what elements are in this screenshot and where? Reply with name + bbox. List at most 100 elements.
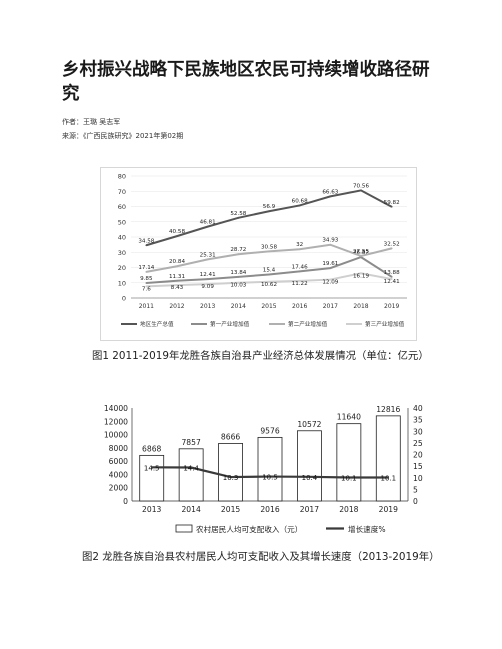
data-label: 60.68 [292,198,308,204]
data-label: 34.58 [138,238,154,244]
y2-tick-label: 0 [413,497,418,506]
data-label: 17.14 [138,265,154,271]
data-label: 11.31 [169,274,185,280]
x-tick-label: 2019 [379,505,398,514]
figure2-chart: 0 2000 4000 6000 8000 10000 12000 14000 0 5 10 15 20… [100,398,440,546]
data-label: 27.55 [353,249,369,255]
bar [336,423,362,502]
data-point [176,284,178,287]
data-point [176,279,178,282]
y2-tick-label: 35 [413,416,423,425]
data-point [390,278,393,280]
legend-label: 第三产业增加值 [365,320,405,328]
data-label: 10.62 [261,282,277,288]
y2-tick-label: 20 [413,451,423,460]
data-label: 17.46 [292,264,308,270]
y-tick-label: 70 [118,188,126,196]
data-point [145,244,148,247]
x-tick-label: 2018 [339,505,358,514]
bar-value-label: 8666 [221,432,240,441]
data-label: 32 [296,242,303,248]
y-tick-label: 12000 [104,417,128,426]
y-tick-label: 0 [122,295,126,303]
bar-value-label: 12816 [376,405,400,414]
data-point [145,270,148,273]
x-tick-label: 2017 [300,505,319,514]
y-tick-label: 4000 [109,470,128,479]
bar [218,443,243,502]
x-tick-label: 2013 [142,505,161,514]
y2-tick-label: 40 [413,404,423,413]
x-tick-label: 2016 [292,303,307,310]
y2-tick-label: 25 [413,439,423,448]
growth-rate-label: 10.5 [262,474,278,482]
figure2-svg: 0 2000 4000 6000 8000 10000 12000 14000 0 5 10 15 20… [104,404,423,534]
x-tick-label: 2018 [353,303,368,310]
data-label: 19.61 [322,261,338,267]
data-point [176,235,178,238]
x-tick-label: 2015 [221,505,240,514]
data-label: 15.4 [263,268,276,274]
x-tick-label: 2012 [169,303,184,310]
y2-tick-label: 10 [413,474,423,483]
y-tick-label: 14000 [104,404,128,413]
data-label: 11.22 [292,281,308,287]
y-tick-label: 6000 [109,457,128,466]
data-point [360,272,362,275]
y-tick-label: 0 [123,497,128,506]
legend-label: 第二产业增加值 [288,320,328,328]
data-point [237,275,240,278]
data-point [298,279,301,282]
x-tick-label: 2016 [260,505,279,514]
data-point [390,275,393,278]
bar [257,436,283,502]
y-tick-label: 50 [118,218,126,226]
growth-rate-label: 10.1 [341,475,357,483]
y-tick-label: 80 [118,173,126,181]
growth-rate-label: 10.3 [223,474,239,482]
data-point [268,273,270,276]
bar-value-label: 7857 [181,438,200,447]
data-point [298,204,301,207]
data-point [206,283,209,286]
bar [178,448,204,502]
data-label: 70.56 [353,183,369,189]
y2-tick-label: 30 [413,427,423,436]
figure1-caption: 图1 2011-2019年龙胜各族自治县产业经济总体发展情况（单位：亿元） [92,350,429,362]
article-authors: 作者：王璐 吴志军 [62,118,121,126]
data-point [268,210,270,213]
x-tick-label: 2017 [323,303,338,310]
data-label: 25.31 [200,252,216,258]
growth-rate-line [151,466,389,479]
y-tick-label: 20 [118,264,126,272]
legend-label: 农村居民人均可支配收入（元） [196,524,302,534]
data-label: 30.58 [261,244,277,250]
data-point [360,189,362,192]
y-tick-label: 60 [118,203,126,211]
data-label: 10.03 [230,283,246,289]
growth-rate-label: 14.4 [183,465,199,473]
data-point [145,285,148,288]
data-point [298,270,301,273]
data-point [298,248,301,251]
x-tick-label: 2014 [231,303,246,310]
data-label: 12.41 [200,272,216,278]
data-label: 26.82 [353,250,369,256]
y-tick-label: 10 [118,279,126,287]
data-label: 7.6 [142,286,151,292]
data-label: 20.84 [169,259,185,265]
bar-value-label: 9576 [260,426,279,435]
bar-value-label: 10572 [297,420,321,429]
bar [139,454,165,502]
data-point [329,267,332,269]
x-tick-label: 2015 [261,303,276,310]
data-point [206,225,209,228]
data-label: 13.84 [230,270,246,276]
article-source: 来源：《广西民族研究》2021年第02期 [62,132,184,140]
data-point [268,280,270,283]
y-tick-label: 10000 [104,431,128,440]
data-point [237,216,240,219]
figure2-caption: 图2 龙胜各族自治县农村居民人均可支配收入及其增长速度（2013-2019年） [82,551,440,563]
growth-rate-label: 10.1 [380,475,396,483]
data-label: 13.88 [384,270,400,276]
